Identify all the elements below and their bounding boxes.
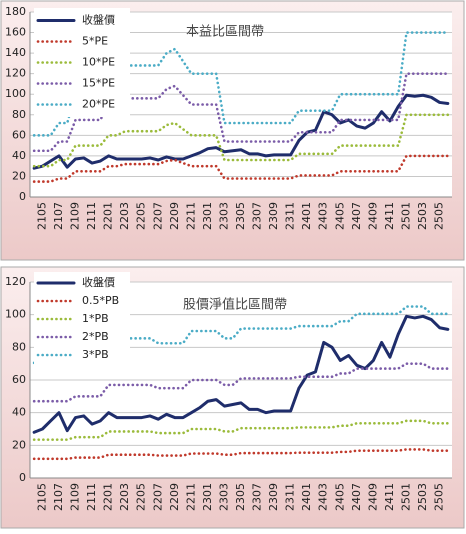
x-tick-label: 2311 — [284, 202, 297, 230]
x-tick-label: 2307 — [251, 202, 264, 230]
x-tick-label: 2303 — [217, 483, 230, 511]
series-line — [32, 93, 450, 170]
chart-title: 股價淨值比區間帶 — [183, 297, 287, 313]
x-tick-label: 2207 — [151, 202, 164, 230]
x-tick-label: 2201 — [102, 483, 115, 511]
x-tick-label: 2105 — [35, 483, 48, 511]
x-tick-label: 2505 — [433, 483, 446, 511]
x-tick-label: 2503 — [416, 483, 429, 511]
y-tick-label: 0 — [19, 471, 26, 484]
x-tick-label: 2505 — [433, 202, 446, 230]
x-tick-label: 2307 — [251, 483, 264, 511]
y-tick-label: 0 — [19, 190, 26, 203]
x-tick-label: 2203 — [118, 202, 131, 230]
legend-label: 1*PB — [82, 312, 109, 325]
x-tick-label: 2209 — [168, 483, 181, 511]
x-tick-label: 2403 — [317, 483, 330, 511]
x-tick-label: 2309 — [267, 202, 280, 230]
series-line — [32, 305, 450, 365]
legend-label: 收盤價 — [82, 13, 115, 27]
x-tick-label: 2211 — [184, 202, 197, 230]
x-tick-label: 2407 — [350, 483, 363, 511]
x-tick-label: 2111 — [85, 483, 98, 511]
series-line — [32, 314, 450, 434]
y-tick-label: 120 — [5, 275, 26, 288]
legend-label: 收盤價 — [82, 275, 115, 289]
legend-label: 3*PB — [82, 348, 109, 361]
x-tick-label: 2411 — [383, 483, 396, 511]
x-tick-label: 2205 — [135, 483, 148, 511]
y-tick-label: 60 — [12, 373, 26, 386]
x-tick-label: 2207 — [151, 483, 164, 511]
x-tick-label: 2309 — [267, 483, 280, 511]
y-tick-label: 100 — [5, 308, 26, 321]
y-tick-label: 180 — [5, 5, 26, 18]
y-tick-label: 160 — [5, 26, 26, 39]
x-tick-label: 2409 — [366, 202, 379, 230]
y-tick-label: 80 — [12, 340, 26, 353]
y-tick-label: 20 — [12, 438, 26, 451]
x-tick-label: 2501 — [399, 202, 412, 230]
x-tick-label: 2301 — [201, 202, 214, 230]
y-tick-label: 40 — [12, 406, 26, 419]
legend-label: 5*PE — [82, 35, 108, 48]
series-line — [32, 113, 450, 168]
legend-label: 15*PE — [82, 77, 115, 90]
x-tick-label: 2107 — [52, 202, 65, 230]
series-line — [32, 154, 450, 183]
x-tick-label: 2401 — [300, 483, 313, 511]
chart-title: 本益比區間帶 — [186, 25, 264, 40]
x-tick-label: 2303 — [217, 202, 230, 230]
x-tick-label: 2107 — [52, 483, 65, 511]
y-tick-label: 120 — [5, 67, 26, 80]
x-tick-label: 2105 — [35, 202, 48, 230]
x-tick-label: 2111 — [85, 202, 98, 230]
x-tick-label: 2403 — [317, 202, 330, 230]
x-tick-label: 2205 — [135, 202, 148, 230]
x-tick-label: 2311 — [284, 483, 297, 511]
x-tick-label: 2405 — [333, 483, 346, 511]
x-tick-label: 2203 — [118, 483, 131, 511]
x-tick-label: 2503 — [416, 202, 429, 230]
x-tick-label: 2409 — [366, 483, 379, 511]
x-tick-label: 2305 — [234, 202, 247, 230]
x-tick-label: 2407 — [350, 202, 363, 230]
series-line — [32, 419, 450, 441]
x-tick-label: 2501 — [399, 483, 412, 511]
x-tick-label: 2211 — [184, 483, 197, 511]
x-tick-label: 2401 — [300, 202, 313, 230]
y-tick-label: 60 — [12, 128, 26, 141]
x-tick-label: 2209 — [168, 202, 181, 230]
y-tick-label: 140 — [5, 46, 26, 59]
y-tick-label: 20 — [12, 169, 26, 182]
x-tick-label: 2109 — [69, 202, 82, 230]
x-tick-label: 2301 — [201, 483, 214, 511]
legend-label: 0.5*PB — [82, 294, 119, 307]
x-tick-label: 2305 — [234, 483, 247, 511]
x-tick-label: 2201 — [102, 202, 115, 230]
y-tick-label: 100 — [5, 87, 26, 100]
series-line — [32, 448, 450, 461]
legend-box — [34, 8, 130, 117]
x-tick-label: 2411 — [383, 202, 396, 230]
legend-label: 10*PE — [82, 56, 115, 69]
legend-label: 20*PE — [82, 98, 115, 111]
series-line — [32, 362, 450, 403]
legend-label: 2*PB — [82, 330, 109, 343]
x-tick-label: 2405 — [333, 202, 346, 230]
y-tick-label: 40 — [12, 149, 26, 162]
y-tick-label: 80 — [12, 108, 26, 121]
legend-box — [34, 272, 130, 366]
x-tick-label: 2109 — [69, 483, 82, 511]
